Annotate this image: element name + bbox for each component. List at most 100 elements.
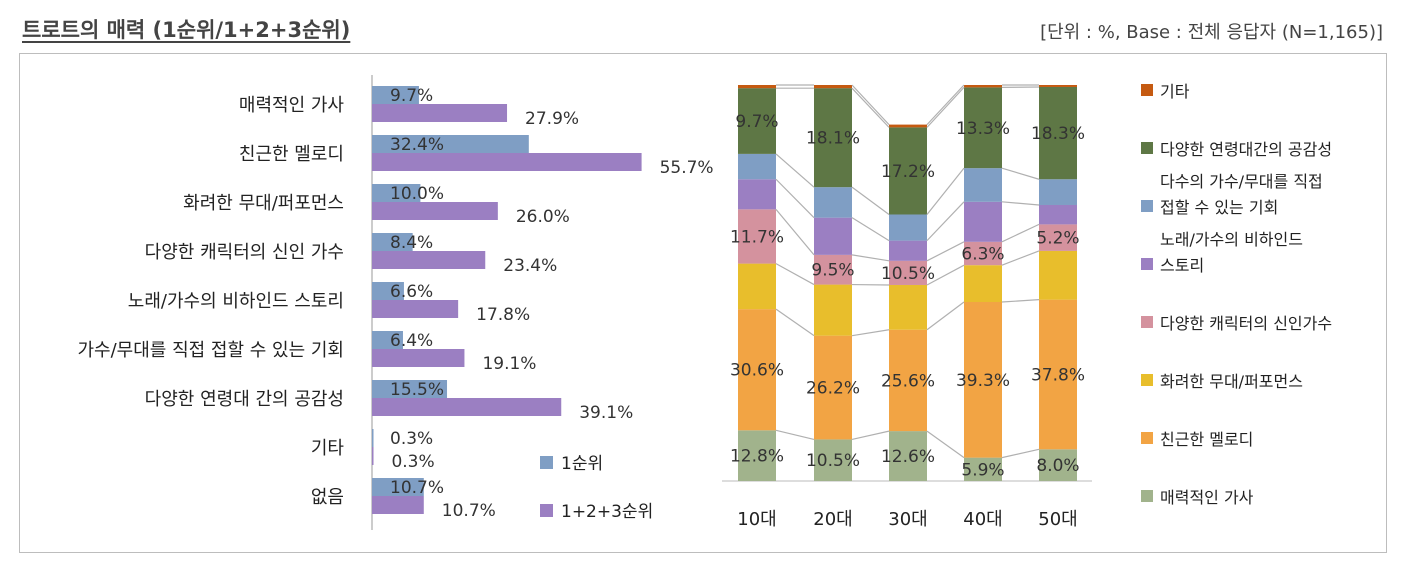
legend-swatch [1141,316,1153,328]
legend-label: 다수의 가수/무대를 직접 [1160,172,1323,191]
stack-connector-line [775,178,815,219]
stack-value-label: 18.3% [1031,124,1085,144]
stack-segment [738,263,776,310]
stack-value-label: 39.3% [956,371,1010,391]
stack-category-label: 30대 [888,509,927,530]
stack-segment [738,209,776,264]
legend-label: 다양한 캐릭터의 신인가수 [1160,314,1332,333]
bar-top3-rank [372,398,562,416]
stack-connector-line [926,241,965,262]
stack-segment [738,88,776,154]
bar-first-rank-label: 15.5% [390,380,444,400]
bar-first-rank [372,233,413,251]
stack-segment [738,153,776,180]
stack-segment [964,168,1002,202]
legend-swatch [540,504,553,517]
legend-label: 기타 [1160,82,1190,101]
legend-label: 1+2+3순위 [561,502,653,522]
stack-segment [814,254,852,285]
stack-connector-line [851,84,890,126]
legend-swatch [1141,258,1153,270]
bar-top3-rank [372,153,642,171]
stack-segment [889,124,927,128]
bar-first-rank-label: 32.4% [390,135,444,155]
stack-segment [889,240,927,261]
stack-connector-line [926,84,965,126]
bar-top3-rank [372,300,459,318]
hbar-category-label: 다양한 캐릭터의 신인 가수 [145,242,344,263]
stack-connector-line [775,263,815,286]
stack-value-label: 11.7% [730,227,784,247]
legend-label: 스토리 [1160,256,1204,275]
stack-segment [889,329,927,432]
bar-first-rank [372,135,529,153]
stack-segment [738,179,776,210]
stack-segment [814,439,852,481]
stack-connector-line [1001,201,1040,206]
hbar-category-label: 없음 [311,487,344,508]
stack-segment [889,431,927,481]
legend-label: 매력적인 가사 [1160,488,1254,507]
stack-connector-line [926,264,965,286]
stack-segment [889,127,927,215]
stack-connector-line [1001,299,1040,303]
stack-value-label: 9.7% [735,112,778,132]
hbar-category-label: 노래/가수의 비하인드 스토리 [128,291,344,312]
stack-category-label: 20대 [813,509,852,530]
bar-top3-rank-label: 23.4% [503,256,557,276]
stack-segment [814,217,852,255]
stack-value-label: 12.6% [881,447,935,467]
hbar-category-label: 매력적인 가사 [239,95,345,116]
stack-connector-line [1001,223,1040,243]
stack-segment [964,87,1002,169]
stack-segment [814,187,852,218]
stack-segment [1039,85,1077,87]
stack-connector-line [1001,167,1040,180]
bar-first-rank [372,429,374,447]
stack-value-label: 5.9% [961,460,1004,480]
stack-segment [889,284,927,330]
chart-title: 트로트의 매력 (1순위/1+2+3순위) [22,18,351,42]
bar-top3-rank-label: 19.1% [482,354,536,374]
bar-first-rank-label: 10.0% [390,184,444,204]
hbar-category-label: 다양한 연령대 간의 공감성 [145,389,344,410]
hbar-category-label: 기타 [311,438,345,459]
stack-segment [964,85,1002,88]
stack-connector-line [775,208,815,256]
bar-first-rank [372,282,404,300]
bar-top3-rank-label: 0.3% [391,452,434,472]
stack-segment [814,85,852,89]
bar-top3-rank-label: 55.7% [660,158,714,178]
stack-connector-line [926,86,965,128]
stack-segment [1039,204,1077,225]
stack-segment [1039,299,1077,450]
stack-value-label: 10.5% [881,264,935,284]
bar-top3-rank [372,104,508,122]
bar-top3-rank-label: 17.8% [476,305,530,325]
stack-connector-line [926,301,965,331]
stack-connector-line [851,254,890,262]
chart-frame [19,53,1387,553]
stack-connector-line [926,430,965,459]
stack-value-label: 8.0% [1036,456,1079,476]
bar-first-rank-label: 6.4% [390,331,433,351]
bar-top3-rank [372,349,465,367]
stack-segment [964,457,1002,481]
bar-top3-rank-label: 39.1% [579,403,633,423]
stack-value-label: 6.3% [961,244,1004,264]
bar-first-rank-label: 10.7% [390,478,444,498]
stack-value-label: 10.5% [806,451,860,471]
stack-connector-line [926,201,965,242]
bar-first-rank-label: 9.7% [390,86,433,106]
bar-top3-rank-label: 10.7% [442,501,496,521]
bar-first-rank [372,478,424,496]
stack-segment [738,309,776,431]
stack-value-label: 30.6% [730,361,784,381]
stack-segment [738,85,776,89]
stack-value-label: 17.2% [881,162,935,182]
stack-segment [964,241,1002,266]
stack-segment [814,88,852,188]
stack-segment [964,265,1002,303]
stack-connector-line [775,308,815,337]
